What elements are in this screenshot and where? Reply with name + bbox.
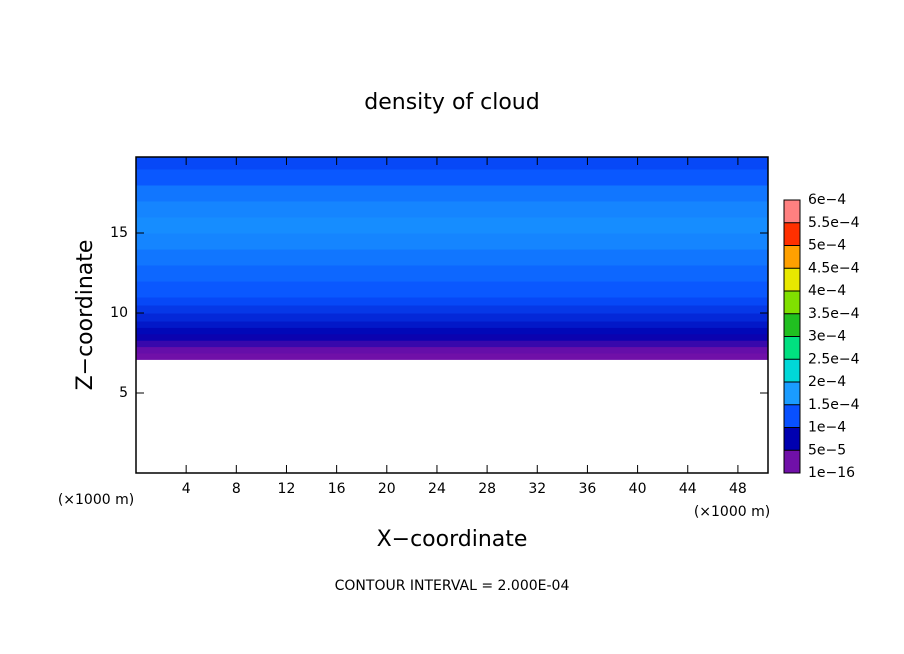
plot-frame	[135, 156, 769, 474]
colorbar-swatch	[784, 336, 800, 360]
contour-band	[136, 217, 768, 234]
contour-band	[136, 169, 768, 186]
contour-band	[136, 185, 768, 202]
colorbar-label: 1.5e−4	[808, 397, 860, 413]
colorbar-label: 2e−4	[808, 374, 846, 390]
contour-band	[136, 333, 768, 341]
x-tick-label: 8	[232, 481, 241, 497]
contour-band	[136, 305, 768, 314]
x-tick-label: 40	[629, 481, 647, 497]
x-tick-label: 12	[278, 481, 296, 497]
footer-note: CONTOUR INTERVAL = 2.000E-04	[335, 578, 570, 594]
contour-band	[136, 201, 768, 218]
colorbar-label: 5e−5	[808, 442, 846, 458]
x-tick-label: 36	[579, 481, 597, 497]
colorbar-label: 1e−4	[808, 420, 846, 436]
colorbar-swatch	[784, 450, 800, 473]
colorbar-label: 4.5e−4	[808, 260, 860, 276]
colorbar-swatch	[784, 359, 800, 382]
colorbar-swatch	[784, 404, 800, 428]
colorbar-swatch	[784, 313, 800, 337]
colorbar-swatch	[784, 427, 800, 451]
colorbar-label: 3e−4	[808, 329, 846, 345]
contour-band	[136, 281, 768, 298]
colorbar-swatch	[784, 382, 800, 405]
x-tick-label: 48	[729, 481, 747, 497]
contour-band	[136, 297, 768, 306]
y-tick-label: 10	[110, 305, 128, 321]
colorbar-swatch	[784, 222, 800, 246]
colorbar-label: 5e−4	[808, 238, 846, 254]
colorbar-label: 1e−16	[808, 465, 855, 481]
chart-title: density of cloud	[364, 90, 539, 115]
colorbar-label: 4e−4	[808, 283, 846, 299]
x-tick-label: 20	[378, 481, 396, 497]
colorbar-swatch	[784, 200, 800, 223]
contour-band	[136, 353, 768, 360]
colorbar-label: 3.5e−4	[808, 306, 860, 322]
x-tick-label: 32	[528, 481, 546, 497]
x-tick-label: 16	[328, 481, 346, 497]
y-axis-label: Z−coordinate	[73, 240, 98, 391]
contour-band	[136, 313, 768, 322]
contour-band	[136, 233, 768, 250]
colorbar-swatch	[784, 245, 800, 269]
x-tick-label: 4	[182, 481, 191, 497]
y-tick-label: 15	[110, 225, 128, 241]
contour-band	[136, 327, 768, 335]
colorbar-label: 5.5e−4	[808, 215, 860, 231]
contour-band	[136, 157, 768, 170]
x-tick-label: 28	[478, 481, 496, 497]
colorbar-label: 2.5e−4	[808, 351, 860, 367]
x-tick-label: 44	[679, 481, 697, 497]
y-tick-label: 5	[119, 385, 128, 401]
contour-band	[136, 249, 768, 266]
x-axis-label: X−coordinate	[377, 527, 528, 552]
contour-band	[136, 346, 768, 354]
contour-band	[136, 340, 768, 348]
contour-band	[136, 321, 768, 328]
colorbar-label: 6e−4	[808, 192, 846, 208]
x-tick-label: 24	[428, 481, 446, 497]
colorbar-swatch	[784, 268, 800, 291]
colorbar-swatch	[784, 291, 800, 314]
contour-band	[136, 265, 768, 282]
x-unit: (×1000 m)	[694, 504, 770, 520]
y-unit: (×1000 m)	[58, 492, 134, 508]
